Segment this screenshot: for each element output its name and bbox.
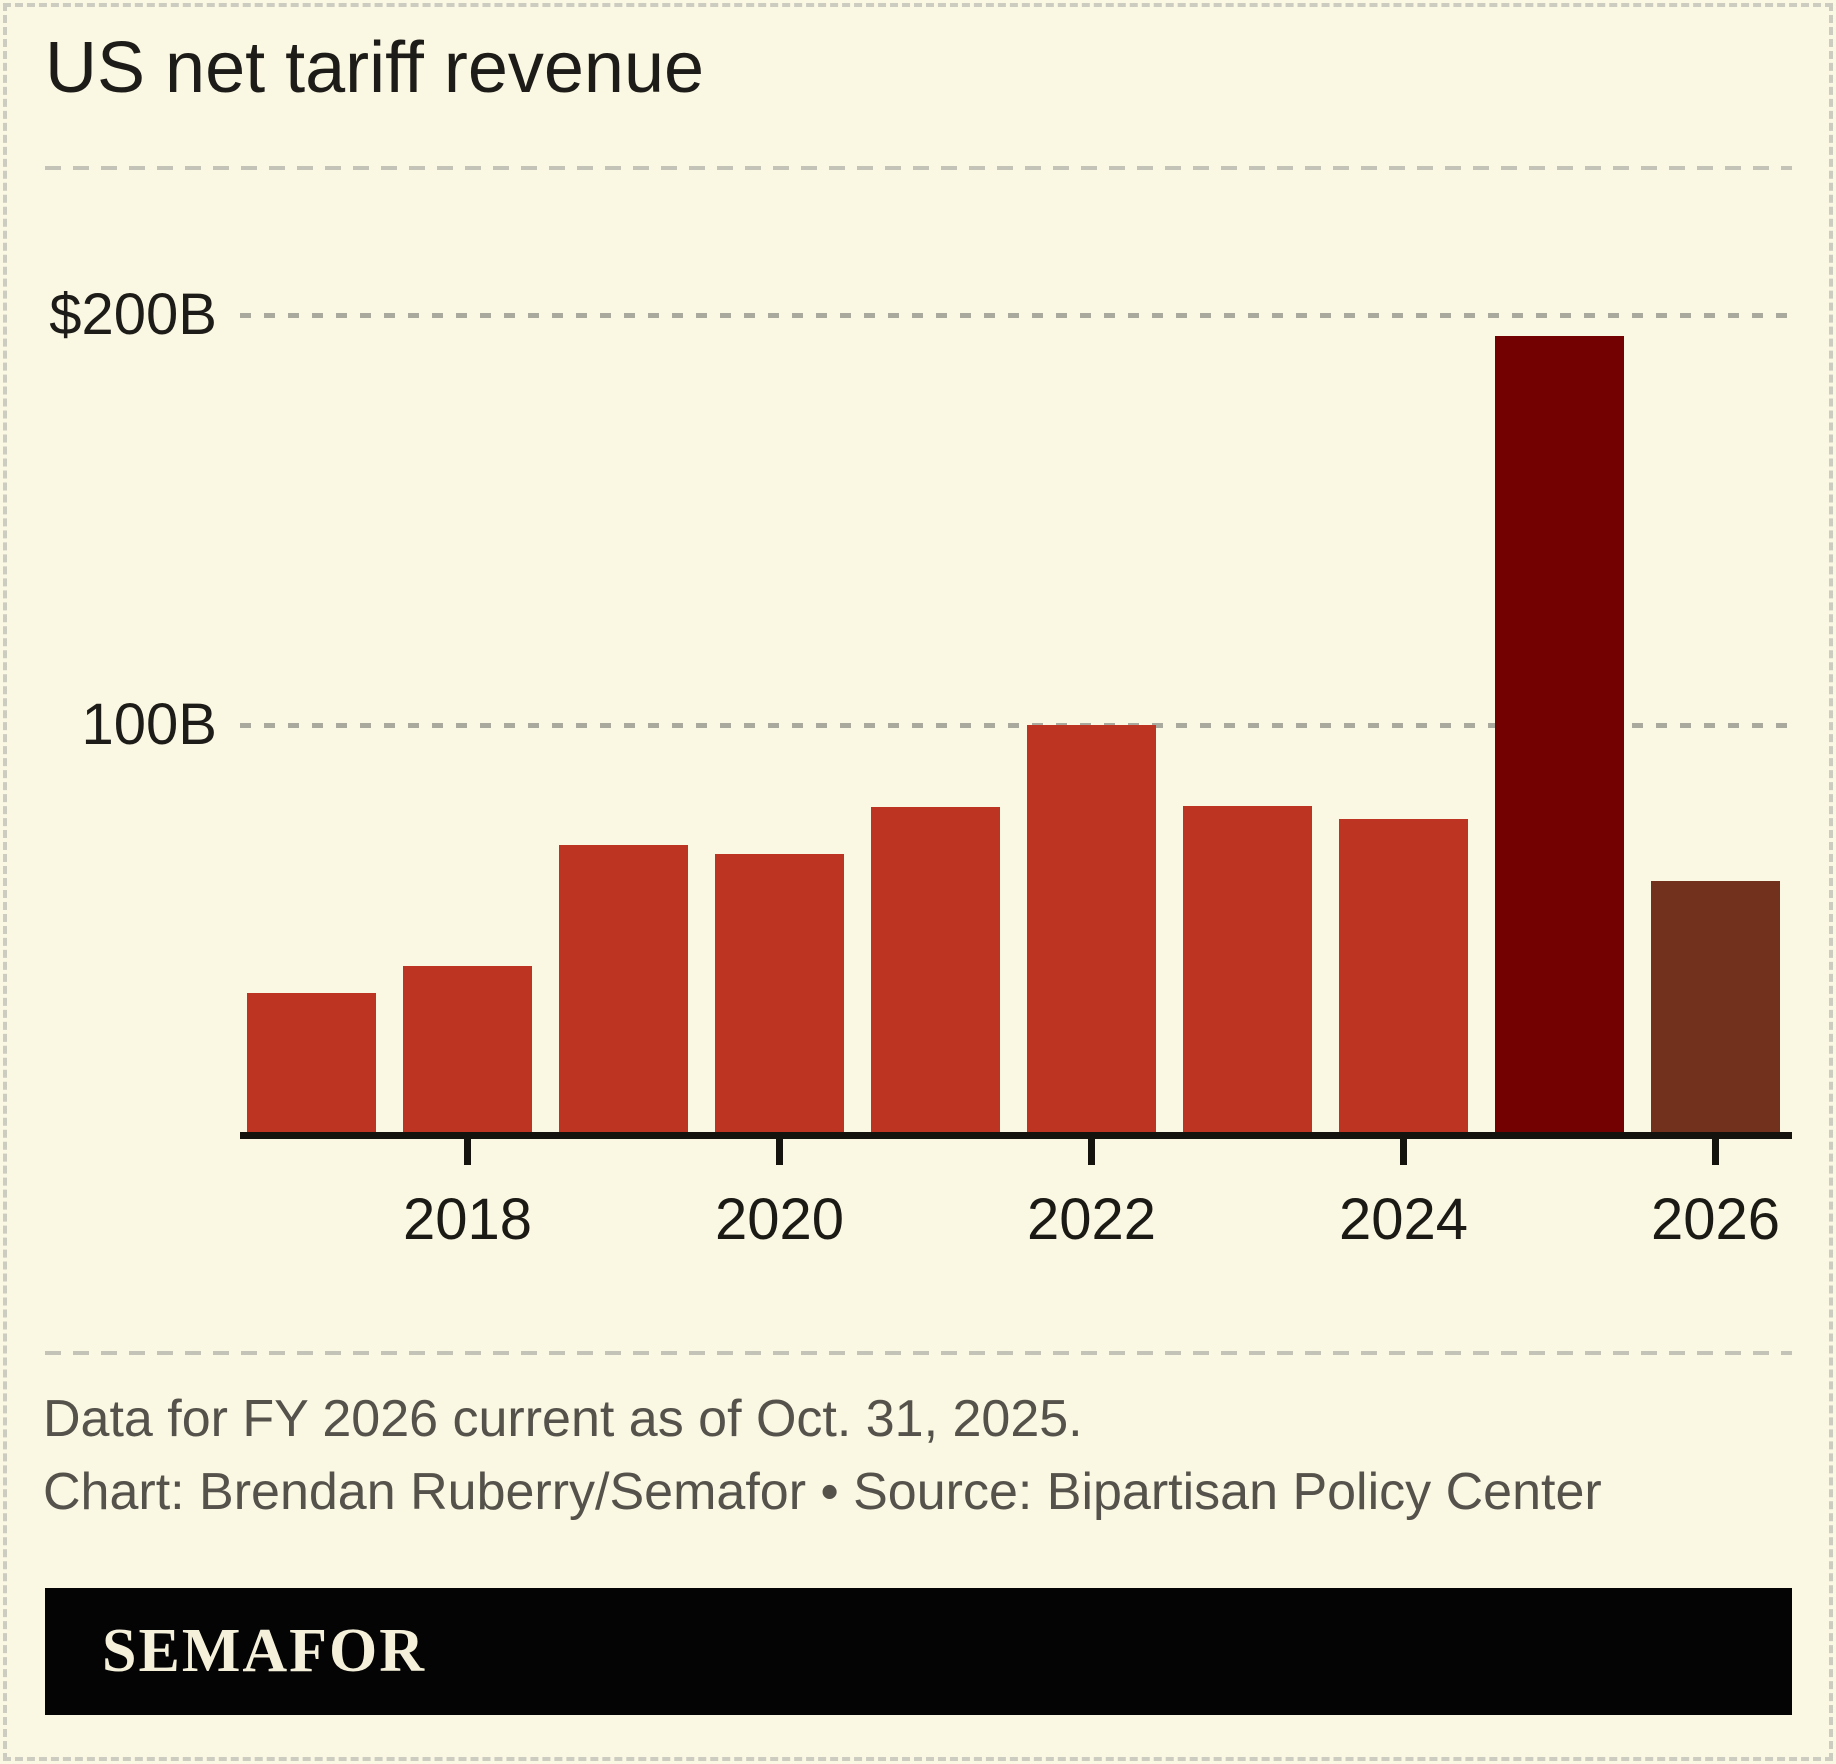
gridline-100b xyxy=(240,722,1792,728)
bar-fy2020 xyxy=(715,854,844,1135)
bar-fy2024 xyxy=(1339,819,1468,1135)
x-tick-2018 xyxy=(464,1139,471,1165)
bar-fy2025 xyxy=(1495,336,1624,1135)
chart-title: US net tariff revenue xyxy=(45,28,705,108)
gridline-200b xyxy=(240,312,1792,318)
x-tick-2026 xyxy=(1712,1139,1719,1165)
x-axis-label-2020: 2020 xyxy=(714,1187,845,1252)
y-axis-label-100b: 100B xyxy=(81,692,217,757)
bar-fy2017 xyxy=(247,993,376,1135)
bar-fy2018 xyxy=(403,966,532,1135)
semafor-logo: SEMAFOR xyxy=(102,1617,426,1685)
x-tick-2022 xyxy=(1088,1139,1095,1165)
footer-note: Data for FY 2026 current as of Oct. 31, … xyxy=(43,1390,1083,1448)
brand-banner: SEMAFOR xyxy=(45,1588,1792,1715)
x-axis-label-2018: 2018 xyxy=(402,1187,533,1252)
bar-fy2026 xyxy=(1651,881,1780,1135)
x-tick-2024 xyxy=(1400,1139,1407,1165)
x-axis-label-2022: 2022 xyxy=(1026,1187,1157,1252)
x-axis-label-2024: 2024 xyxy=(1338,1187,1469,1252)
footer-credit: Chart: Brendan Ruberry/Semafor • Source:… xyxy=(43,1463,1602,1521)
x-tick-2020 xyxy=(776,1139,783,1165)
bar-fy2023 xyxy=(1183,806,1312,1135)
footer-separator-rule xyxy=(45,1351,1792,1355)
x-axis-label-2026: 2026 xyxy=(1650,1187,1781,1252)
bar-fy2021 xyxy=(871,807,1000,1135)
bar-fy2022 xyxy=(1027,725,1156,1135)
y-axis-label-200b: $200B xyxy=(49,282,217,347)
title-separator-rule xyxy=(45,166,1792,170)
x-axis-line xyxy=(240,1132,1792,1139)
bar-fy2019 xyxy=(559,845,688,1135)
